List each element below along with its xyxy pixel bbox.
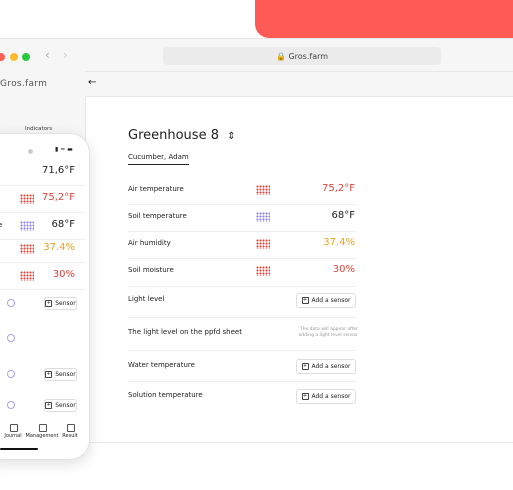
separator [128, 381, 356, 382]
nav-label[interactable]: Management [25, 433, 59, 439]
separator [128, 230, 356, 232]
forward-button[interactable]: › [63, 48, 68, 62]
separator [128, 257, 356, 259]
row-label: Water temperature [128, 361, 195, 369]
sensor-button[interactable]: + Sensor [44, 399, 77, 412]
phone-label: e [0, 221, 3, 229]
button-label: Add a sensor [311, 297, 351, 304]
status-icon [20, 244, 34, 254]
accent-shape [255, 0, 513, 38]
row-value: 75,2°F [321, 183, 355, 194]
row-label: Solution temperature [128, 391, 203, 399]
separator [128, 349, 356, 351]
row-label: The light level on the ppfd sheet [128, 328, 242, 336]
separator [0, 185, 85, 186]
nav-icon [67, 424, 75, 432]
status-icon [20, 271, 34, 281]
phone-value: 68°F [51, 219, 75, 230]
status-icon [256, 212, 270, 222]
row-label: Soil temperature [128, 212, 187, 220]
row-label: Air humidity [128, 239, 171, 247]
row-note: The data will appear after adding a ligh… [298, 327, 359, 338]
subtitle[interactable]: Cucumber, Adam [128, 153, 189, 165]
status-icon [256, 266, 270, 276]
separator [128, 285, 356, 287]
status-icon [20, 221, 34, 231]
sensor-button[interactable]: + Sensor [44, 368, 77, 381]
nav-icon [10, 424, 18, 432]
separator [0, 289, 85, 290]
row-value: 37.4% [323, 237, 355, 248]
status-icon [20, 194, 34, 204]
status-icon [256, 239, 270, 249]
add-sensor-button[interactable]: + Add a sensor [296, 293, 356, 308]
sensor-icon [7, 334, 15, 342]
row-value: 68°F [331, 210, 355, 221]
sensor-button[interactable]: + Sensor [44, 297, 77, 310]
button-label: Add a sensor [311, 363, 351, 370]
phone-value: 75,2°F [41, 192, 75, 203]
phone-value: 30% [52, 269, 75, 280]
sensor-icon [7, 299, 15, 307]
back-button[interactable]: ‹ [45, 48, 50, 62]
status-icon [256, 185, 270, 195]
logo: Gros.farm [0, 79, 48, 89]
button-label: Add a sensor [311, 393, 351, 400]
button-label: Sensor [55, 402, 76, 409]
url: Gros.farm [288, 51, 329, 61]
separator [0, 262, 85, 263]
phone-value: 71,6°F [41, 165, 75, 176]
menu-item[interactable]: Indicators [25, 126, 53, 132]
phone-value: 37.4% [43, 242, 75, 253]
address-bar[interactable]: 🔒 Gros.farm [163, 47, 441, 65]
row-label: Air temperature [128, 185, 184, 193]
title: Greenhouse 8 ⇕ [128, 128, 236, 143]
separator [128, 316, 356, 318]
separator [0, 239, 85, 240]
add-sensor-button[interactable]: + Add a sensor [296, 359, 356, 374]
row-value: 30% [332, 264, 355, 275]
sensor-icon [7, 370, 15, 378]
main-panel [85, 96, 513, 443]
add-sensor-button[interactable]: + Add a sensor [296, 389, 356, 404]
nav-label[interactable]: Result [62, 433, 78, 439]
sensor-icon [7, 401, 15, 409]
nav-icon [39, 424, 47, 432]
row-label: Light level [128, 295, 165, 303]
separator [0, 212, 85, 213]
button-label: Sensor [55, 300, 76, 307]
button-label: Sensor [55, 371, 76, 378]
back-arrow[interactable]: ← [88, 77, 97, 88]
row-label: Soil moisture [128, 266, 174, 274]
nav-label[interactable]: Journal [4, 433, 22, 439]
separator [128, 203, 356, 205]
